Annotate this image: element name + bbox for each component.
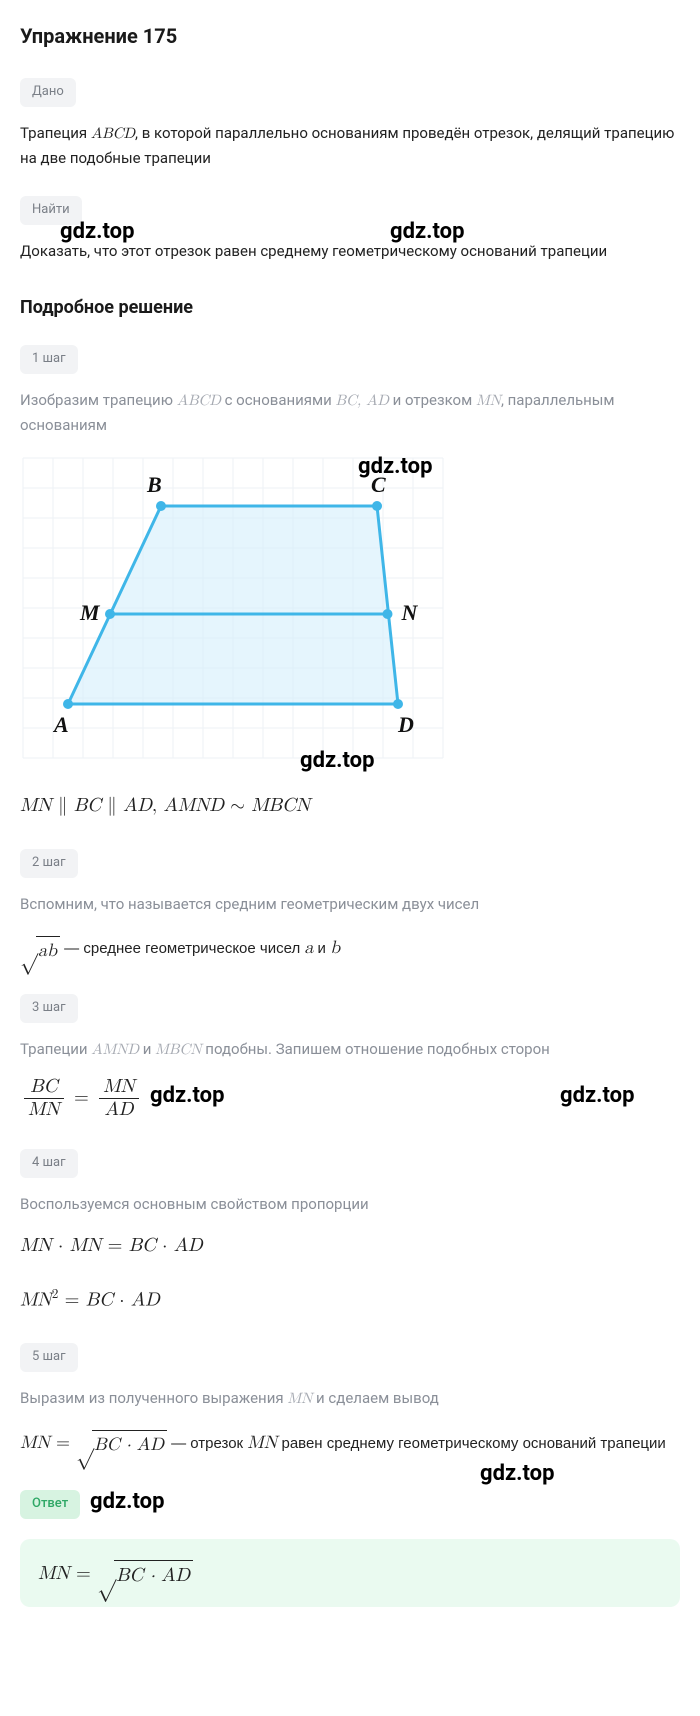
m: BC [74, 796, 101, 815]
m: BC [24, 1076, 64, 1098]
m: AD [131, 1290, 160, 1309]
op: ∼ [224, 796, 251, 815]
solution-heading: Подробное решение [20, 294, 680, 323]
step3-formula: BCMN = MNAD [20, 1076, 680, 1121]
step1-text: Изобразим трапецию ABCD с основаниями BC… [20, 388, 680, 439]
t: и отрезком [389, 391, 476, 409]
step2-formula: √ab — среднее геометрическое чисел a и b [20, 931, 680, 966]
step5-text: Выразим из полученного выражения MN и сд… [20, 1386, 680, 1412]
op: = [50, 1434, 76, 1452]
op: ∥ [101, 796, 123, 815]
m: MN [20, 1290, 52, 1309]
m: BC [336, 393, 357, 408]
m: ABCD [177, 393, 221, 408]
m: AD [123, 796, 152, 815]
m: BC · AD [92, 1430, 167, 1460]
m: AMND [91, 1042, 139, 1057]
step2-text: Вспомним, что называется средним геометр… [20, 892, 680, 918]
t: — среднее геометрическое чисел [60, 940, 304, 957]
m: MN [247, 1434, 277, 1452]
op: · [113, 1290, 131, 1309]
m: MBCN [155, 1042, 201, 1057]
page-title: Упражнение 175 [20, 20, 680, 52]
trapezoid-figure: BCMNAD gdz.top gdz.top [18, 453, 448, 773]
svg-text:N: N [401, 600, 419, 625]
t: Трапеции [20, 1040, 91, 1058]
svg-text:A: A [52, 712, 69, 737]
t: , [357, 393, 366, 408]
svg-text:B: B [146, 472, 162, 497]
m: MN [476, 393, 501, 408]
trapezoid-svg: B C M N A D [18, 453, 448, 773]
m: AD [366, 393, 389, 408]
op: , [152, 796, 164, 815]
m: AD [99, 1098, 139, 1121]
m: MN [70, 1236, 102, 1255]
m: BC [86, 1290, 113, 1309]
answer-box: MN = √BC · AD [20, 1539, 680, 1607]
answer-formula: MN = √BC · AD [38, 1555, 662, 1591]
svg-text:D: D [397, 712, 414, 737]
step1-formula: MN ∥ BC ∥ AD, AMND ∼ MBCN [20, 791, 680, 821]
svg-text:C: C [371, 472, 386, 497]
t: с основаниями [221, 391, 336, 409]
m: MN [20, 1236, 52, 1255]
given-text: Трапеция ABCD, в которой параллельно осн… [20, 121, 680, 172]
m: BC [129, 1236, 156, 1255]
step4-text: Воспользуемся основным свойством пропорц… [20, 1192, 680, 1218]
t: подобны. Запишем отношение подобных стор… [202, 1040, 550, 1058]
m: MN [38, 1564, 70, 1583]
badge-step-5: 5 шаг [20, 1343, 78, 1372]
t: и [139, 1040, 155, 1058]
find-text: Доказать, что этот отрезок равен среднем… [20, 239, 680, 265]
step4-formula-2: MN2 = BC · AD [20, 1284, 680, 1316]
op: ∥ [52, 796, 74, 815]
m: MN [287, 1391, 312, 1406]
m: AD [174, 1236, 203, 1255]
badge-step-3: 3 шаг [20, 994, 78, 1023]
op: = [58, 1290, 85, 1309]
op: · [156, 1236, 174, 1255]
step4-formula-1: MN · MN = BC · AD [20, 1231, 680, 1261]
op: = [74, 1088, 95, 1107]
badge-step-1: 1 шаг [20, 345, 78, 374]
badge-step-4: 4 шаг [20, 1149, 78, 1178]
m: MN [99, 1076, 139, 1098]
m: ab [36, 936, 60, 966]
t: и [313, 940, 330, 957]
m: MN [20, 1434, 50, 1452]
step5-formula: MN = √BC · AD — отрезок MN равен среднем… [20, 1426, 680, 1461]
op: · [52, 1236, 70, 1255]
m: MN [24, 1098, 64, 1121]
badge-step-2: 2 шаг [20, 849, 78, 878]
watermark: gdz.top [90, 1484, 164, 1519]
op: = [70, 1564, 97, 1583]
t: Изобразим трапецию [20, 391, 177, 409]
t: Выразим из полученного выражения [20, 1389, 287, 1407]
step3-text: Трапеции AMND и MBCN подобны. Запишем от… [20, 1037, 680, 1063]
op: = [101, 1236, 128, 1255]
badge-given: Дано [20, 78, 76, 107]
m: BC · AD [114, 1560, 193, 1591]
t: и сделаем вывод [312, 1389, 438, 1407]
m: AMND [163, 796, 223, 815]
m: MN [20, 796, 52, 815]
badge-find: Найти [20, 196, 82, 225]
m: b [330, 939, 340, 957]
svg-text:M: M [79, 600, 101, 625]
badge-answer: Ответ [20, 1490, 80, 1519]
given-math: ABCD [91, 126, 135, 141]
watermark: gdz.top [480, 1456, 554, 1491]
given-pre: Трапеция [20, 124, 91, 142]
t: — отрезок [167, 1435, 247, 1452]
t: равен среднему геометрическому оснований… [277, 1435, 665, 1452]
m: MBCN [251, 796, 310, 815]
